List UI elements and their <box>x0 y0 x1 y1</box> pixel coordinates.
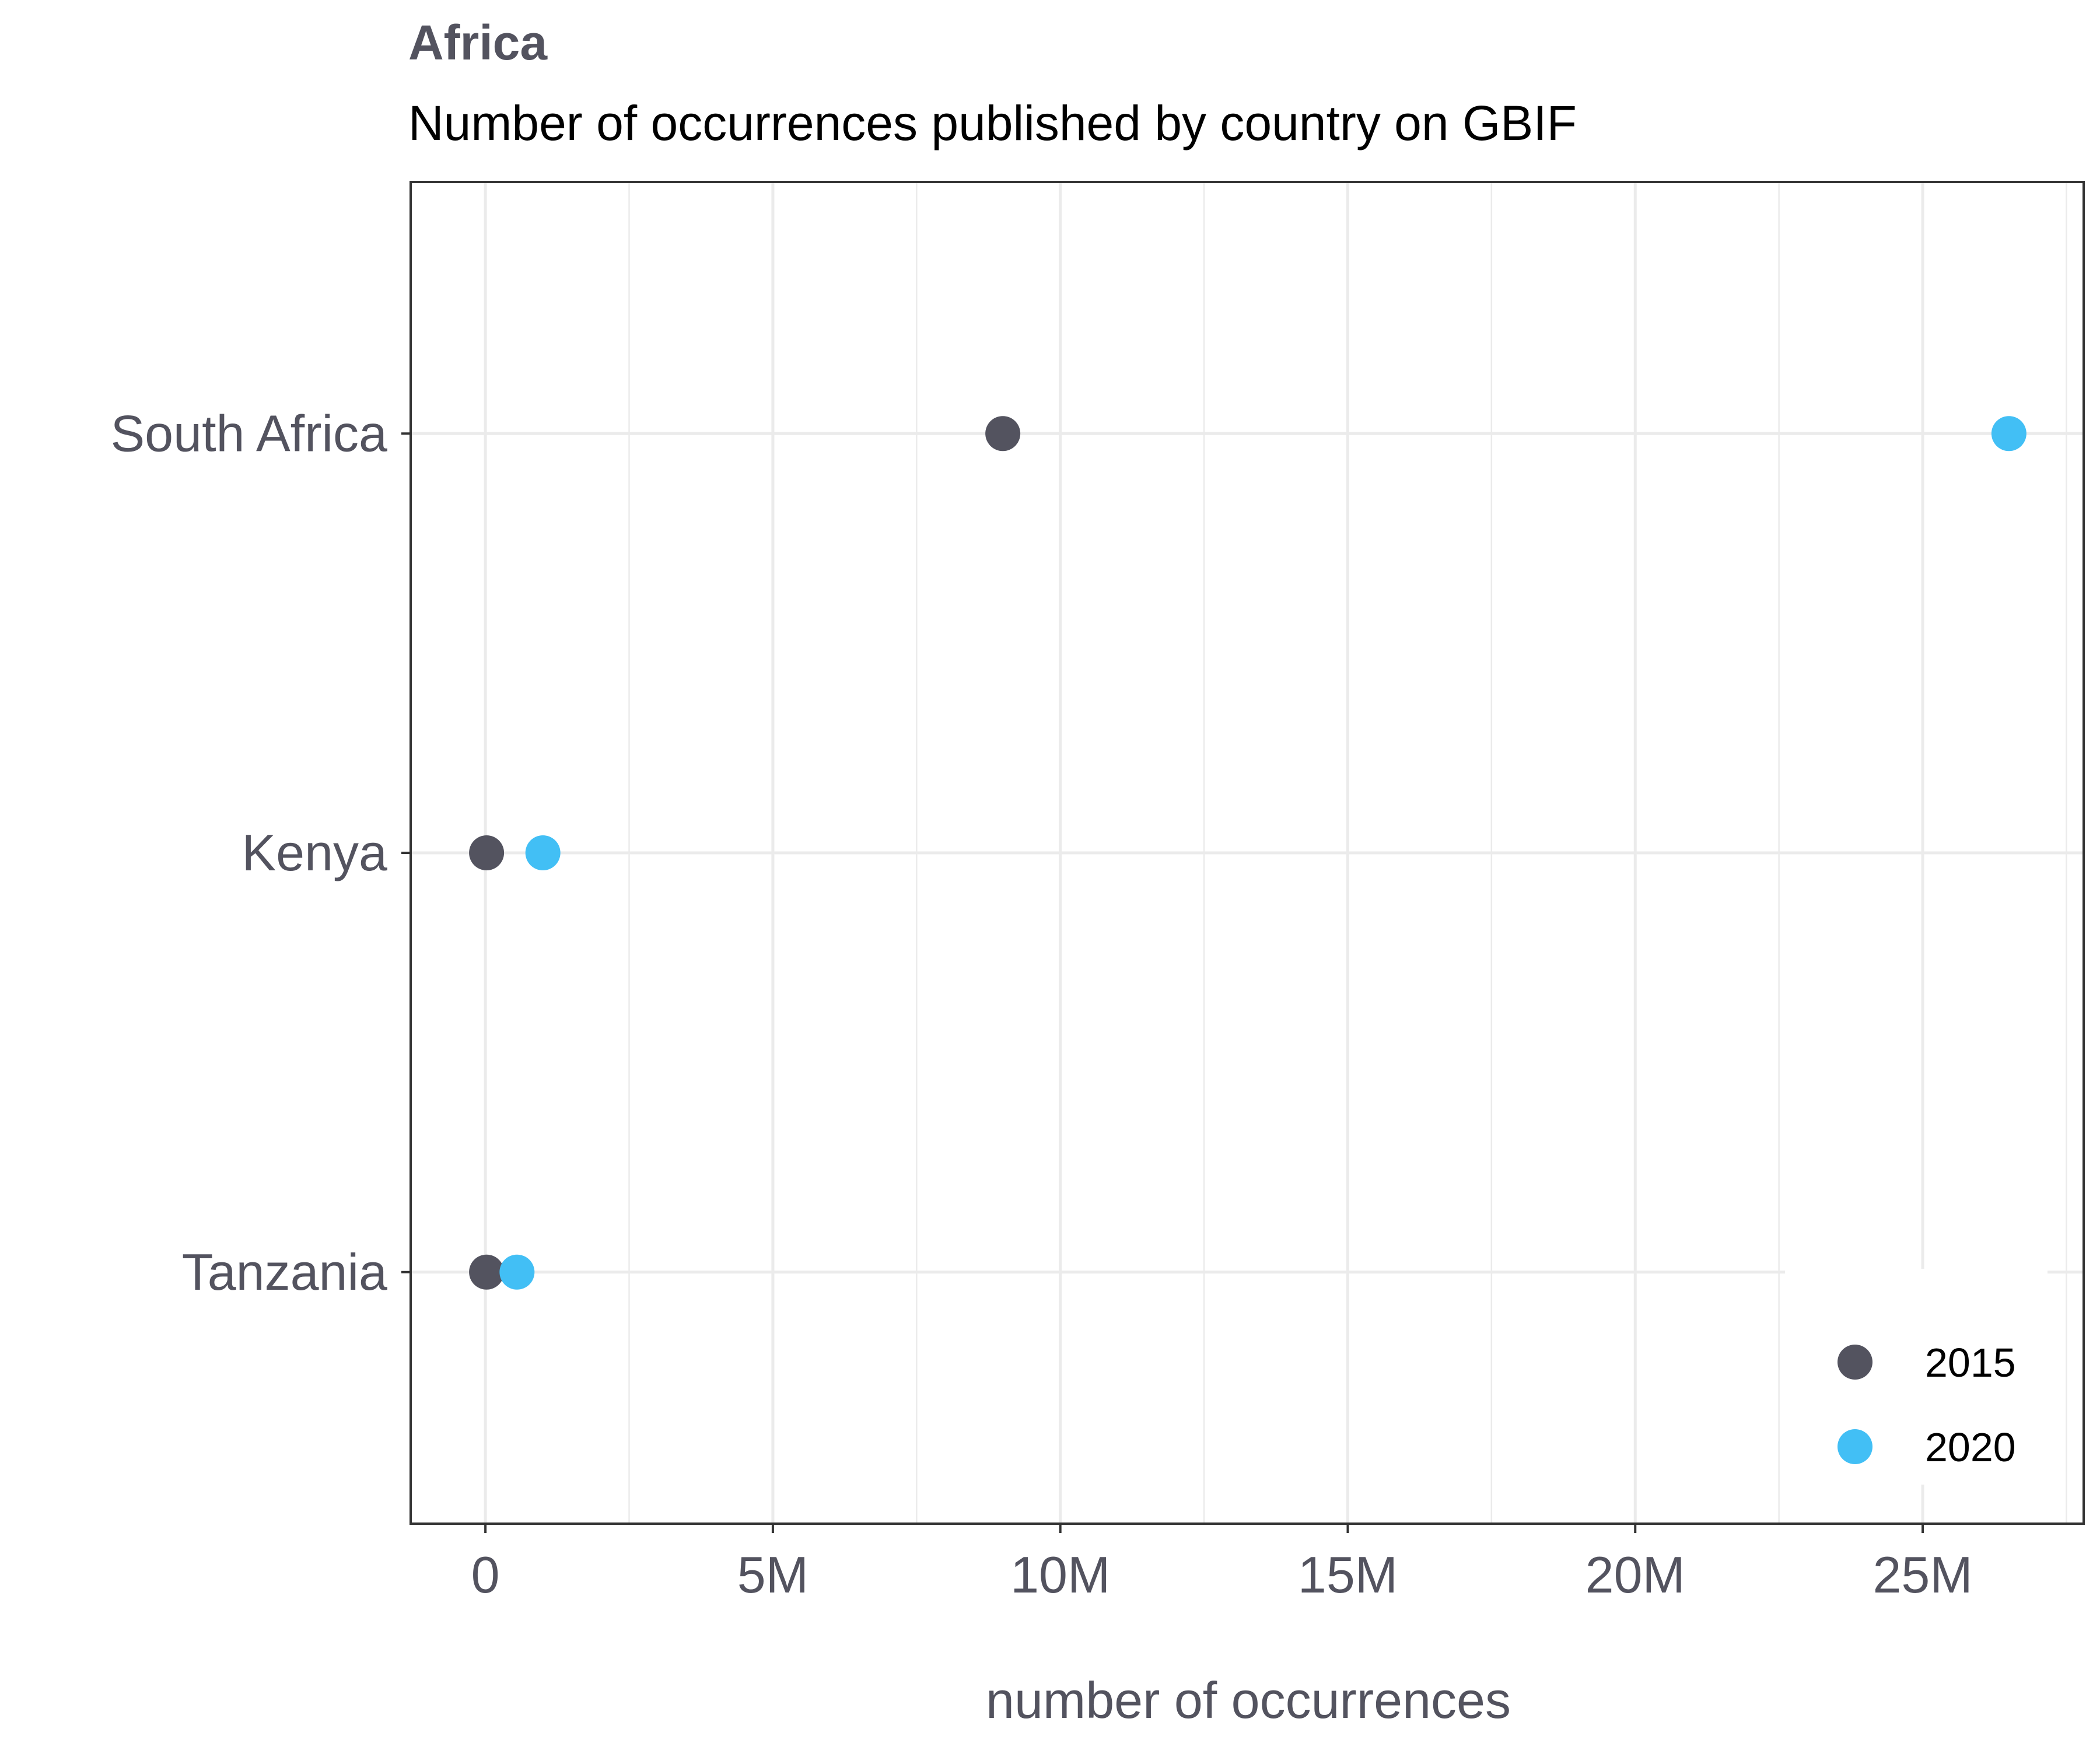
data-points <box>469 416 2027 1290</box>
legend: 2015 2020 <box>1838 1340 2016 1470</box>
point-2020 <box>499 1254 535 1290</box>
legend-background <box>1785 1269 2048 1485</box>
y-tick-label: Tanzania <box>182 1243 387 1301</box>
x-tick-label: 0 <box>471 1546 500 1604</box>
x-tick-label: 25M <box>1873 1546 1972 1604</box>
point-2015 <box>469 1254 505 1290</box>
x-tick-label: 20M <box>1586 1546 1685 1604</box>
x-axis-title: number of occurrences <box>986 1671 1511 1729</box>
y-tick-label: South Africa <box>110 404 387 462</box>
point-2015 <box>469 835 505 870</box>
y-axis: South Africa Kenya Tanzania <box>110 404 411 1301</box>
legend-key-2015 <box>1838 1345 1873 1380</box>
point-2020 <box>1991 416 2027 452</box>
point-2020 <box>525 835 561 870</box>
y-tick-label: Kenya <box>242 824 387 881</box>
x-tick-label: 15M <box>1298 1546 1398 1604</box>
x-tick-label: 5M <box>737 1546 808 1604</box>
point-2015 <box>985 416 1021 452</box>
legend-label-2020: 2020 <box>1925 1424 2016 1470</box>
chart-subtitle: Number of occurrences published by count… <box>408 96 1577 150</box>
x-axis: 0 5M 10M 15M 20M 25M <box>471 1524 1973 1604</box>
chart-title: Africa <box>408 15 548 70</box>
legend-label-2015: 2015 <box>1925 1340 2016 1385</box>
legend-key-2020 <box>1838 1429 1873 1464</box>
x-tick-label: 10M <box>1010 1546 1110 1604</box>
